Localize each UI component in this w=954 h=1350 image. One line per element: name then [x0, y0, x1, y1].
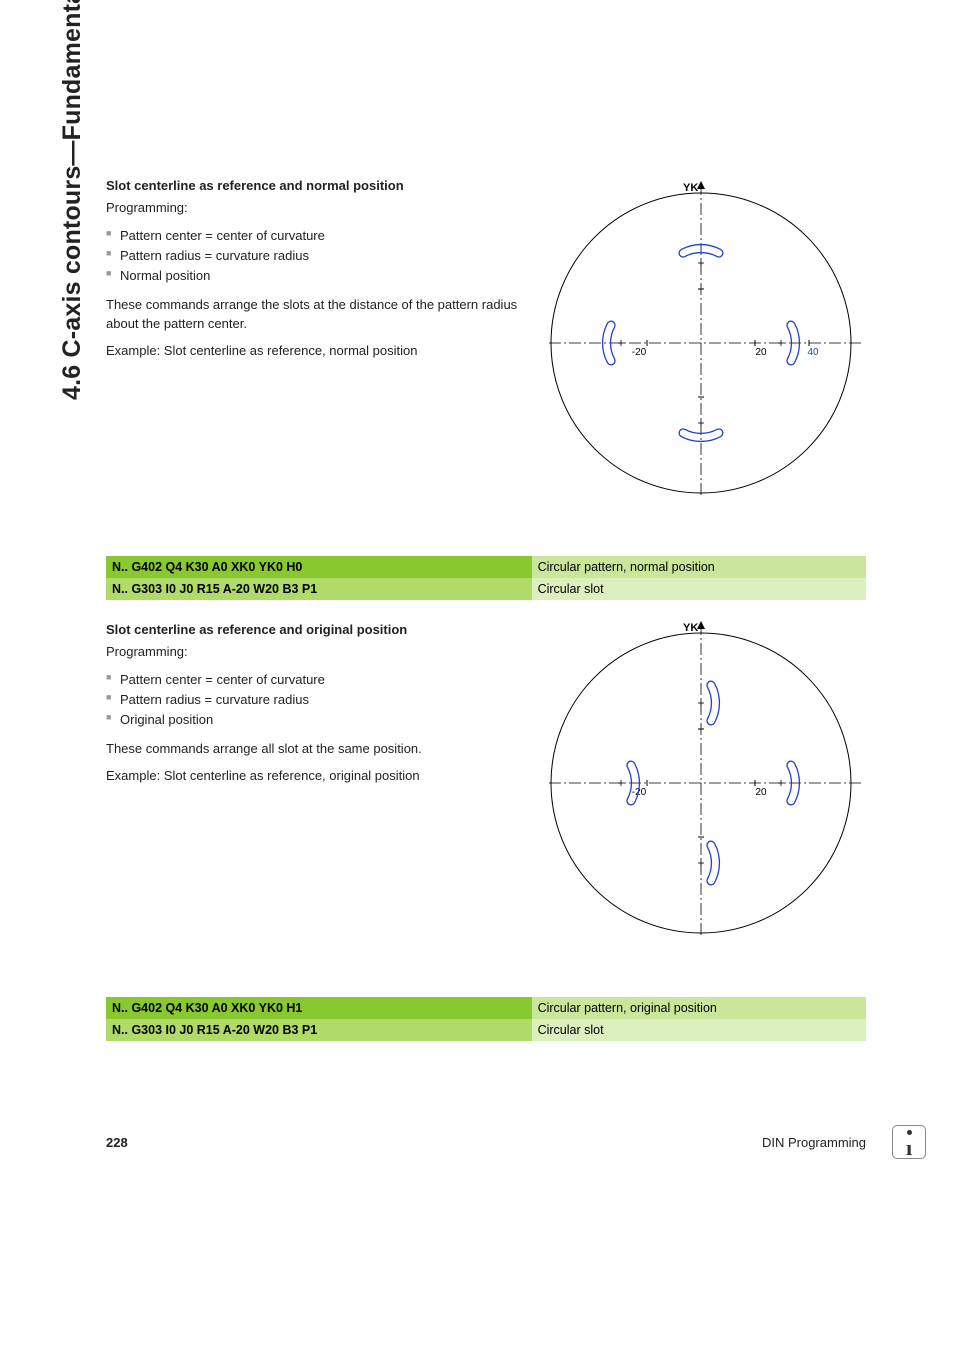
svg-text:20: 20: [755, 787, 767, 798]
table-row: N.. G402 Q4 K30 A0 XK0 YK0 H0 Circular p…: [106, 556, 866, 578]
code-cell: N.. G402 Q4 K30 A0 XK0 YK0 H1: [106, 997, 532, 1019]
code-cell: N.. G402 Q4 K30 A0 XK0 YK0 H0: [106, 556, 532, 578]
desc-cell: Circular pattern, normal position: [532, 556, 866, 578]
table-row: N.. G303 I0 J0 R15 A-20 W20 B3 P1 Circul…: [106, 1019, 866, 1041]
desc-cell: Circular slot: [532, 578, 866, 600]
page-content: Slot centerline as reference and normal …: [106, 178, 866, 1041]
svg-text:40: 40: [807, 347, 819, 358]
desc-cell: Circular slot: [532, 1019, 866, 1041]
info-icon: ı: [892, 1125, 926, 1159]
code-table-1: N.. G402 Q4 K30 A0 XK0 YK0 H0 Circular p…: [106, 556, 866, 600]
section1-para1: These commands arrange the slots at the …: [106, 296, 526, 334]
sidebar-section-label: 4.6 C-axis contours—Fundamentals: [58, 0, 87, 400]
svg-text:YK: YK: [683, 182, 698, 194]
table-row: N.. G402 Q4 K30 A0 XK0 YK0 H1 Circular p…: [106, 997, 866, 1019]
svg-text:-20: -20: [632, 347, 647, 358]
code-table-1-wrap: N.. G402 Q4 K30 A0 XK0 YK0 H0 Circular p…: [106, 556, 866, 600]
code-table-2-wrap: N.. G402 Q4 K30 A0 XK0 YK0 H1 Circular p…: [106, 997, 866, 1041]
diagram-normal-position: YK -20 20 40: [536, 178, 866, 508]
page-number: 228: [106, 1135, 128, 1150]
code-cell: N.. G303 I0 J0 R15 A-20 W20 B3 P1: [106, 578, 532, 600]
table-row: N.. G303 I0 J0 R15 A-20 W20 B3 P1 Circul…: [106, 578, 866, 600]
page-footer: 228 DIN Programming: [106, 1135, 866, 1150]
footer-right-text: DIN Programming: [762, 1135, 866, 1150]
svg-text:20: 20: [755, 347, 767, 358]
desc-cell: Circular pattern, original position: [532, 997, 866, 1019]
svg-text:YK: YK: [683, 622, 698, 634]
section2-para1: These commands arrange all slot at the s…: [106, 740, 526, 759]
code-cell: N.. G303 I0 J0 R15 A-20 W20 B3 P1: [106, 1019, 532, 1041]
diagram-original-position: YK-2020: [536, 618, 866, 948]
code-table-2: N.. G402 Q4 K30 A0 XK0 YK0 H1 Circular p…: [106, 997, 866, 1041]
